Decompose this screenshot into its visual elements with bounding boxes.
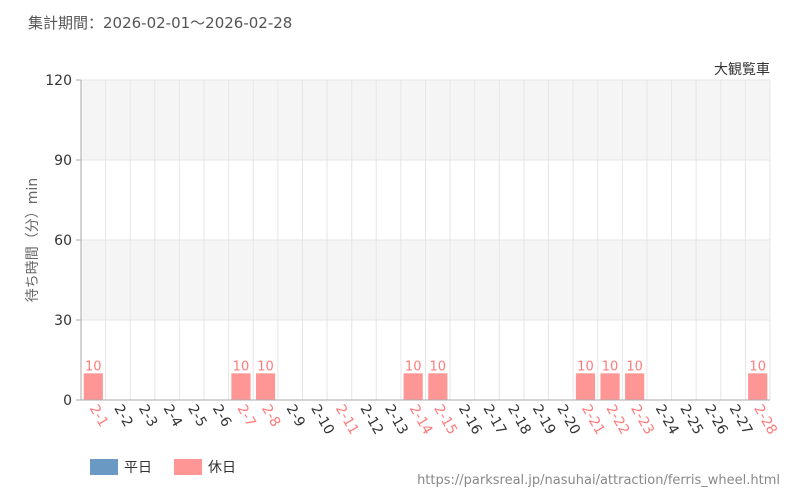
x-tick-label: 2-17 <box>480 402 510 438</box>
x-tick-label: 2-14 <box>406 402 436 438</box>
bar <box>625 373 645 400</box>
legend-label-holiday: 休日 <box>208 460 236 476</box>
legend-swatch-weekday <box>90 459 118 475</box>
data-label: 10 <box>85 359 102 374</box>
x-tick-label: 2-4 <box>160 402 185 430</box>
x-tick-label: 2-5 <box>184 402 209 430</box>
chart-bars <box>83 373 768 400</box>
chart-legend: 平日 休日 <box>90 457 258 477</box>
x-tick-label: 2-25 <box>676 402 706 438</box>
x-tick-label: 2-22 <box>603 402 633 438</box>
x-tick-label: 2-16 <box>455 402 485 438</box>
x-tick-label: 2-15 <box>430 402 460 438</box>
data-label: 10 <box>626 359 643 374</box>
x-tick-label: 2-19 <box>529 402 559 438</box>
bar <box>83 373 103 400</box>
x-tick-label: 2-24 <box>652 402 682 438</box>
x-tick-label: 2-2 <box>110 402 135 430</box>
x-tick-label: 2-3 <box>135 402 160 430</box>
page-title: 集計期間：2026-02-01～2026-02-28 <box>28 14 293 32</box>
x-tick-label: 2-18 <box>504 402 534 438</box>
y-tick-label: 60 <box>54 233 72 249</box>
x-tick-label: 2-12 <box>357 402 387 438</box>
data-label: 10 <box>405 359 422 374</box>
data-label: 10 <box>257 359 274 374</box>
y-tick-label: 30 <box>54 313 72 329</box>
bar <box>575 373 596 400</box>
data-label: 10 <box>577 359 594 374</box>
data-label: 10 <box>749 359 766 374</box>
x-tick-label: 2-6 <box>209 402 234 430</box>
legend-swatch-holiday <box>174 459 202 475</box>
x-tick-label: 2-27 <box>726 402 756 438</box>
bar <box>600 373 620 400</box>
bar <box>428 373 448 400</box>
bar <box>231 373 251 400</box>
x-tick-label: 2-13 <box>381 402 411 438</box>
bar <box>748 373 768 400</box>
x-tick-label: 2-20 <box>553 402 583 438</box>
y-tick-label: 120 <box>45 73 72 89</box>
legend-item-holiday[interactable]: 休日 <box>174 457 236 477</box>
bar <box>403 373 423 400</box>
x-tick-label: 2-7 <box>233 402 258 430</box>
source-url: https://parksreal.jp/nasuhai/attraction/… <box>417 473 780 488</box>
x-tick-label: 2-10 <box>307 402 337 438</box>
x-tick-label: 2-9 <box>283 402 308 430</box>
x-tick-labels: 2-1 2-2 2-3 2-4 2-5 2-6 2-7 2-8 2-9 2-102-112-122… <box>86 402 780 438</box>
y-axis-label: 待ち時間（分）min <box>25 178 41 302</box>
x-tick-label: 2-1 <box>86 402 111 430</box>
data-label: 10 <box>233 359 250 374</box>
y-tick-label: 90 <box>54 153 72 169</box>
bar <box>255 373 276 400</box>
x-tick-label: 2-8 <box>258 402 283 430</box>
y-tick-labels: 0 30 60 90 120 <box>45 73 81 409</box>
chart-data-labels: 10 10 10 10 10 10 10 10 10 <box>85 359 766 374</box>
data-label: 10 <box>602 359 619 374</box>
data-label: 10 <box>430 359 447 374</box>
x-tick-label: 2-11 <box>332 402 362 438</box>
x-tick-label: 2-23 <box>627 402 657 438</box>
x-tick-label: 2-21 <box>578 402 608 438</box>
chart-title: 大観覧車 <box>714 61 770 78</box>
legend-label-weekday: 平日 <box>124 460 152 476</box>
legend-item-weekday[interactable]: 平日 <box>90 457 152 477</box>
y-tick-label: 0 <box>63 393 72 409</box>
x-tick-label: 2-28 <box>750 402 780 438</box>
x-tick-label: 2-26 <box>701 402 731 438</box>
chart-grid <box>81 79 771 400</box>
